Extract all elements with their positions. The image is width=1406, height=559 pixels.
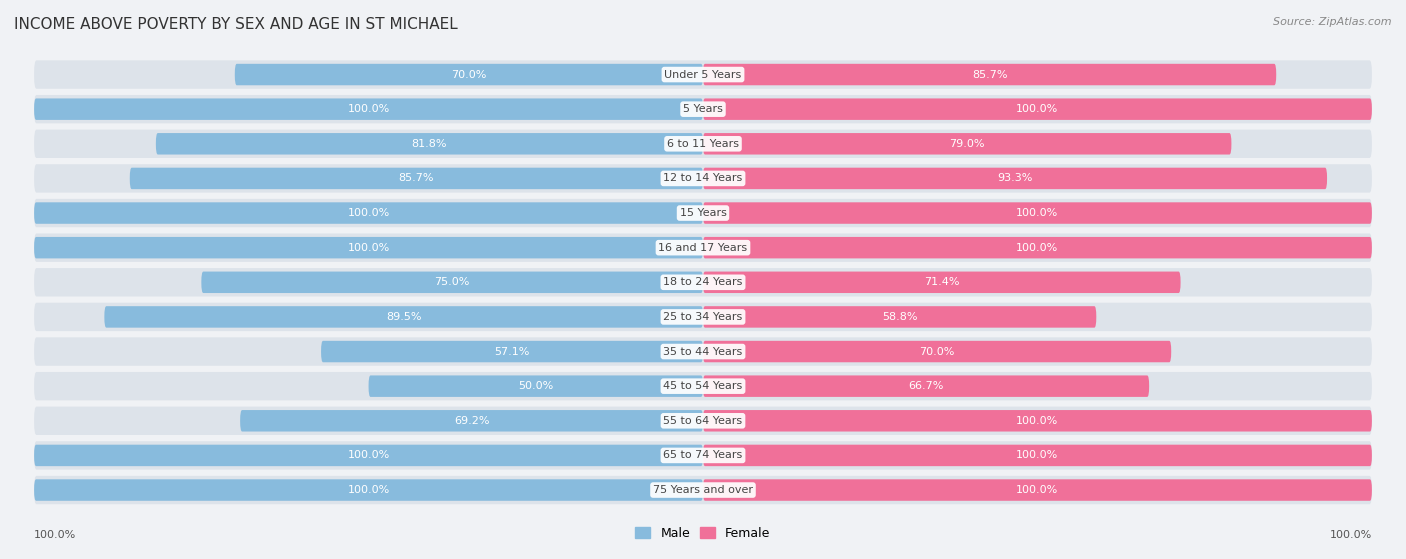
FancyBboxPatch shape bbox=[368, 376, 703, 397]
FancyBboxPatch shape bbox=[703, 202, 1372, 224]
FancyBboxPatch shape bbox=[703, 133, 1232, 154]
FancyBboxPatch shape bbox=[240, 410, 703, 432]
Text: 75.0%: 75.0% bbox=[434, 277, 470, 287]
FancyBboxPatch shape bbox=[235, 64, 703, 86]
Text: 70.0%: 70.0% bbox=[920, 347, 955, 357]
FancyBboxPatch shape bbox=[34, 441, 1372, 470]
Text: 18 to 24 Years: 18 to 24 Years bbox=[664, 277, 742, 287]
Text: 50.0%: 50.0% bbox=[519, 381, 554, 391]
Text: 93.3%: 93.3% bbox=[997, 173, 1033, 183]
Text: 66.7%: 66.7% bbox=[908, 381, 943, 391]
Text: 85.7%: 85.7% bbox=[972, 69, 1007, 79]
FancyBboxPatch shape bbox=[703, 410, 1372, 432]
FancyBboxPatch shape bbox=[129, 168, 703, 189]
Text: 100.0%: 100.0% bbox=[1017, 485, 1059, 495]
FancyBboxPatch shape bbox=[156, 133, 703, 154]
Text: 85.7%: 85.7% bbox=[399, 173, 434, 183]
Text: 81.8%: 81.8% bbox=[412, 139, 447, 149]
Text: 79.0%: 79.0% bbox=[949, 139, 986, 149]
Text: 100.0%: 100.0% bbox=[347, 104, 389, 114]
FancyBboxPatch shape bbox=[34, 202, 703, 224]
Text: 6 to 11 Years: 6 to 11 Years bbox=[666, 139, 740, 149]
Text: 25 to 34 Years: 25 to 34 Years bbox=[664, 312, 742, 322]
FancyBboxPatch shape bbox=[201, 272, 703, 293]
FancyBboxPatch shape bbox=[703, 168, 1327, 189]
FancyBboxPatch shape bbox=[34, 234, 1372, 262]
FancyBboxPatch shape bbox=[321, 341, 703, 362]
Text: 69.2%: 69.2% bbox=[454, 416, 489, 426]
Text: 100.0%: 100.0% bbox=[1017, 451, 1059, 461]
FancyBboxPatch shape bbox=[34, 60, 1372, 89]
FancyBboxPatch shape bbox=[34, 199, 1372, 228]
Text: Source: ZipAtlas.com: Source: ZipAtlas.com bbox=[1274, 17, 1392, 27]
FancyBboxPatch shape bbox=[34, 337, 1372, 366]
FancyBboxPatch shape bbox=[703, 341, 1171, 362]
Text: 100.0%: 100.0% bbox=[1330, 530, 1372, 540]
Text: 45 to 54 Years: 45 to 54 Years bbox=[664, 381, 742, 391]
FancyBboxPatch shape bbox=[703, 444, 1372, 466]
Text: INCOME ABOVE POVERTY BY SEX AND AGE IN ST MICHAEL: INCOME ABOVE POVERTY BY SEX AND AGE IN S… bbox=[14, 17, 458, 32]
Text: 75 Years and over: 75 Years and over bbox=[652, 485, 754, 495]
Text: 57.1%: 57.1% bbox=[495, 347, 530, 357]
FancyBboxPatch shape bbox=[34, 303, 1372, 331]
Text: 100.0%: 100.0% bbox=[347, 208, 389, 218]
Text: 100.0%: 100.0% bbox=[1017, 104, 1059, 114]
Text: 5 Years: 5 Years bbox=[683, 104, 723, 114]
FancyBboxPatch shape bbox=[34, 237, 703, 258]
Text: Under 5 Years: Under 5 Years bbox=[665, 69, 741, 79]
Text: 100.0%: 100.0% bbox=[1017, 416, 1059, 426]
Text: 55 to 64 Years: 55 to 64 Years bbox=[664, 416, 742, 426]
FancyBboxPatch shape bbox=[703, 64, 1277, 86]
FancyBboxPatch shape bbox=[703, 376, 1149, 397]
Text: 58.8%: 58.8% bbox=[882, 312, 917, 322]
Text: 100.0%: 100.0% bbox=[347, 485, 389, 495]
Text: 100.0%: 100.0% bbox=[1017, 243, 1059, 253]
FancyBboxPatch shape bbox=[703, 237, 1372, 258]
Text: 70.0%: 70.0% bbox=[451, 69, 486, 79]
Text: 16 and 17 Years: 16 and 17 Years bbox=[658, 243, 748, 253]
FancyBboxPatch shape bbox=[703, 98, 1372, 120]
FancyBboxPatch shape bbox=[34, 476, 1372, 504]
FancyBboxPatch shape bbox=[703, 272, 1181, 293]
Legend: Male, Female: Male, Female bbox=[630, 522, 776, 545]
Text: 71.4%: 71.4% bbox=[924, 277, 959, 287]
Text: 100.0%: 100.0% bbox=[34, 530, 76, 540]
FancyBboxPatch shape bbox=[703, 479, 1372, 501]
Text: 12 to 14 Years: 12 to 14 Years bbox=[664, 173, 742, 183]
FancyBboxPatch shape bbox=[34, 406, 1372, 435]
Text: 15 Years: 15 Years bbox=[679, 208, 727, 218]
Text: 100.0%: 100.0% bbox=[347, 243, 389, 253]
Text: 35 to 44 Years: 35 to 44 Years bbox=[664, 347, 742, 357]
FancyBboxPatch shape bbox=[34, 164, 1372, 193]
FancyBboxPatch shape bbox=[104, 306, 703, 328]
Text: 100.0%: 100.0% bbox=[347, 451, 389, 461]
FancyBboxPatch shape bbox=[703, 306, 1097, 328]
FancyBboxPatch shape bbox=[34, 372, 1372, 400]
Text: 100.0%: 100.0% bbox=[1017, 208, 1059, 218]
FancyBboxPatch shape bbox=[34, 444, 703, 466]
FancyBboxPatch shape bbox=[34, 479, 703, 501]
FancyBboxPatch shape bbox=[34, 268, 1372, 296]
Text: 89.5%: 89.5% bbox=[385, 312, 422, 322]
FancyBboxPatch shape bbox=[34, 130, 1372, 158]
Text: 65 to 74 Years: 65 to 74 Years bbox=[664, 451, 742, 461]
FancyBboxPatch shape bbox=[34, 95, 1372, 124]
FancyBboxPatch shape bbox=[34, 98, 703, 120]
